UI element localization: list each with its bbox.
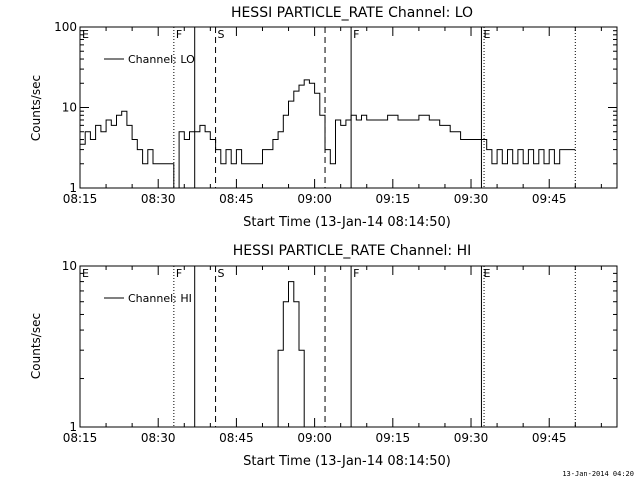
marker-label: F (176, 28, 182, 41)
y-axis-label: Counts/sec (29, 75, 43, 141)
x-tick-label: 09:45 (532, 192, 567, 206)
marker-label: S (218, 267, 225, 280)
marker-label: F (353, 28, 359, 41)
hi-channel-panel: HESSI PARTICLE_RATE Channel: HI E F S F E Ch… (29, 243, 618, 469)
x-axis-label: Start Time (13-Jan-14 08:14:50) (243, 454, 451, 469)
x-tick-label: 09:15 (376, 431, 411, 445)
x-tick-label: 09:00 (297, 431, 332, 445)
y-axis-ticks: 1 10 100 (54, 20, 617, 195)
x-tick-label: 08:30 (141, 192, 176, 206)
x-tick-label: 09:00 (297, 192, 332, 206)
marker-label: E (483, 267, 490, 280)
x-tick-label: 09:15 (376, 192, 411, 206)
plot-frame (79, 265, 618, 428)
marker-label: E (82, 28, 89, 41)
x-tick-label: 08:45 (219, 192, 254, 206)
y-axis-ticks: 1 10 (62, 259, 617, 434)
x-axis-ticks: 08:15 08:30 08:45 09:00 09:15 09:30 09:45 (63, 266, 602, 445)
x-tick-label: 08:30 (141, 431, 176, 445)
legend-label: Channel: HI (128, 292, 192, 305)
y-tick-label: 10 (62, 259, 77, 273)
lo-channel-panel: HESSI PARTICLE_RATE Channel: LO E F S F E Ch… (29, 5, 618, 230)
x-tick-label: 09:30 (454, 431, 489, 445)
marker-label: S (218, 28, 225, 41)
legend: Channel: LO (104, 53, 195, 66)
y-tick-label: 100 (54, 20, 77, 34)
panel-title: HESSI PARTICLE_RATE Channel: LO (231, 5, 473, 21)
marker-label: E (82, 267, 89, 280)
series-line (272, 281, 305, 428)
panel-title: HESSI PARTICLE_RATE Channel: HI (233, 243, 471, 259)
x-axis-label: Start Time (13-Jan-14 08:14:50) (243, 215, 451, 230)
marker-label: F (176, 267, 182, 280)
x-axis-ticks: 08:15 08:30 08:45 09:00 09:15 09:30 09:45 (63, 27, 602, 206)
legend-label: Channel: LO (128, 53, 195, 66)
y-axis-label: Counts/sec (29, 313, 43, 379)
y-tick-label: 1 (69, 420, 77, 434)
x-tick-label: 08:15 (63, 431, 98, 445)
x-tick-label: 08:15 (63, 192, 98, 206)
x-tick-label: 09:30 (454, 192, 489, 206)
series-line (80, 79, 576, 189)
marker-label: F (353, 267, 359, 280)
x-tick-label: 09:45 (532, 431, 567, 445)
y-tick-label: 10 (62, 101, 77, 115)
y-tick-label: 1 (69, 181, 77, 195)
legend: Channel: HI (104, 292, 192, 305)
marker-label: E (483, 28, 490, 41)
x-tick-label: 08:45 (219, 431, 254, 445)
footer-timestamp: 13-Jan-2014 04:20 (562, 470, 634, 478)
